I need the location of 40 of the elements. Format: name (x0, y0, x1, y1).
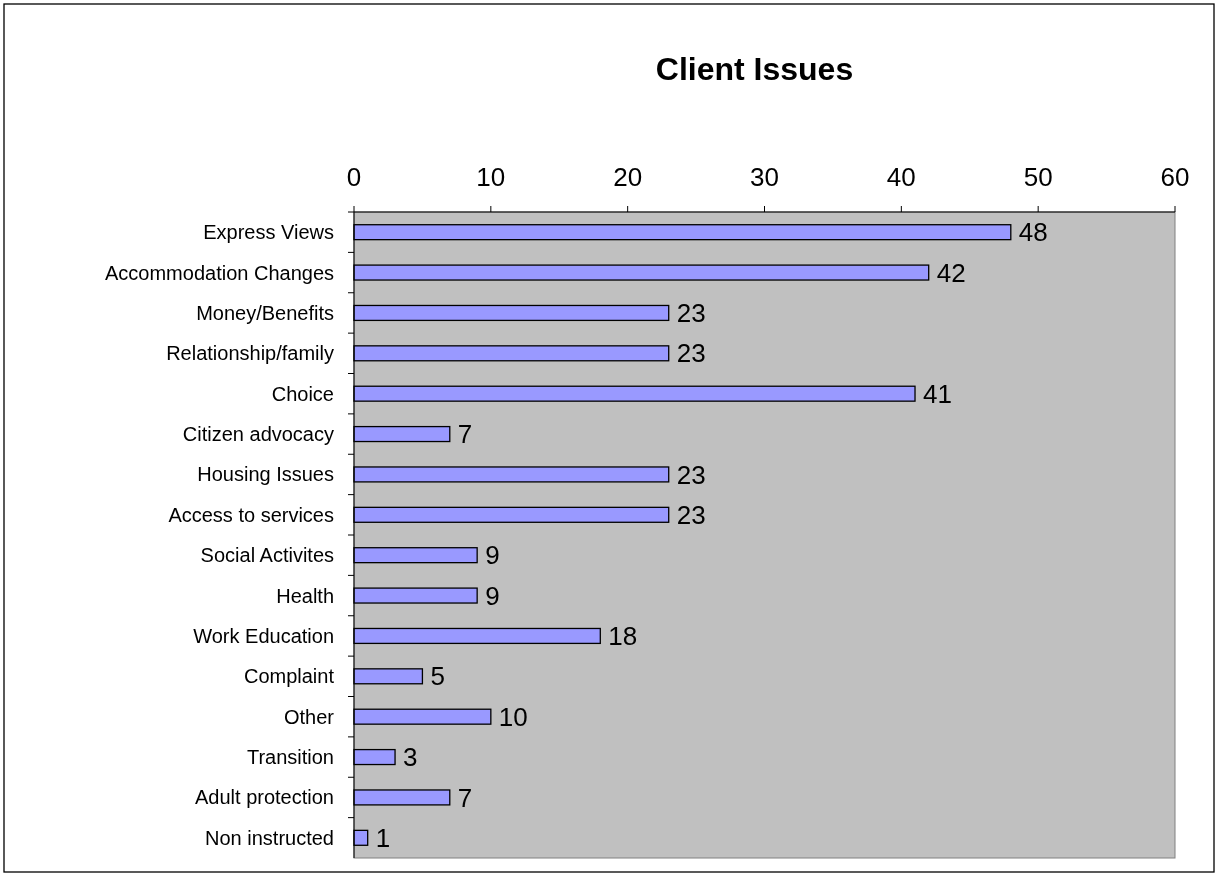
y-tick-label: Choice (271, 382, 334, 405)
data-label: 23 (676, 459, 706, 490)
data-label: 23 (676, 298, 706, 329)
y-tick-label: Housing Issues (197, 463, 334, 486)
y-tick-label: Citizen advocacy (182, 423, 334, 446)
data-label: 10 (498, 701, 528, 732)
data-label: 23 (676, 338, 706, 369)
x-tick-label: 10 (476, 162, 506, 192)
x-tick-label: 20 (613, 162, 643, 192)
data-label: 5 (430, 661, 445, 692)
data-label: 23 (676, 499, 706, 530)
data-label: 48 (1018, 217, 1048, 248)
y-tick-label: Money/Benefits (196, 301, 334, 324)
y-tick-label: Access to services (168, 503, 334, 526)
y-tick-label: Accommodation Changes (104, 261, 334, 284)
y-tick-label: Health (276, 584, 334, 607)
data-label: 9 (485, 580, 500, 611)
y-tick-label: Adult protection (195, 786, 334, 809)
y-tick-label: Other (283, 705, 335, 728)
data-label: 3 (403, 742, 418, 773)
y-tick-label: Work Education (193, 624, 334, 647)
y-tick-label: Social Activites (200, 544, 334, 567)
data-label: 18 (608, 621, 638, 652)
x-tick-label: 30 (750, 162, 779, 192)
chart-title: Client Issues (655, 51, 854, 87)
x-tick-label: 50 (1023, 162, 1053, 192)
x-tick-label: 0 (346, 162, 362, 192)
y-tick-label: Relationship/family (166, 342, 334, 365)
data-label: 7 (457, 419, 473, 450)
y-tick-label: Express Views (203, 221, 334, 244)
data-label: 41 (923, 378, 952, 409)
data-label: 9 (485, 540, 500, 571)
data-label: 42 (936, 257, 966, 288)
y-tick-label: Transition (246, 746, 334, 769)
data-label: 7 (457, 782, 473, 813)
y-tick-label: Complaint (243, 665, 335, 688)
x-tick-label: 40 (886, 162, 916, 192)
data-label: 1 (375, 822, 391, 853)
y-tick-label: Non instructed (205, 826, 334, 849)
x-tick-label: 60 (1160, 162, 1190, 192)
